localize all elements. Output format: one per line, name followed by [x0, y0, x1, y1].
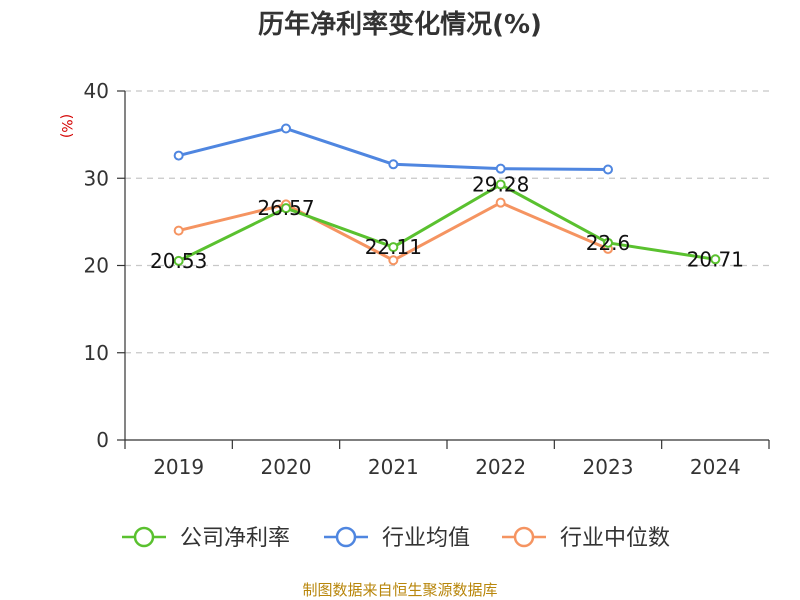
data-label-company-2023: 22.6 — [586, 231, 631, 255]
data-labels: 20.53 26.57 22.11 29.28 22.6 20.71 — [150, 173, 744, 273]
legend-swatch-company-marker — [133, 526, 155, 548]
point-industry-avg-2020[interactable] — [281, 123, 291, 134]
point-industry-avg-2023[interactable] — [603, 164, 613, 175]
x-tick-label-2024: 2024 — [690, 455, 741, 479]
point-industry-avg-2022[interactable] — [495, 163, 506, 174]
legend-swatch-industry-avg-marker — [335, 526, 357, 548]
point-company-2020[interactable] — [281, 203, 291, 214]
y-tick-labels: 0 10 20 30 40 — [84, 79, 109, 452]
legend: 公司净利率 行业均值 行业中位数 — [122, 526, 670, 551]
legend-swatch-industry-median-marker — [513, 526, 535, 548]
point-industry-median-2022[interactable] — [495, 197, 506, 208]
y-tick-label-20: 20 — [84, 254, 109, 278]
legend-item-company[interactable]: 公司净利率 — [122, 526, 290, 551]
y-tick-label-0: 0 — [96, 428, 109, 452]
grid-lines — [125, 90, 769, 354]
legend-label-company: 公司净利率 — [180, 526, 290, 551]
y-tick-label-10: 10 — [84, 341, 109, 365]
data-label-company-2020: 26.57 — [257, 196, 314, 220]
chart-title: 历年净利率变化情况(%) — [258, 9, 542, 40]
point-industry-median-2019[interactable] — [173, 225, 184, 236]
x-tick-label-2020: 2020 — [261, 455, 312, 479]
point-industry-avg-2019[interactable] — [173, 150, 184, 161]
point-industry-median-2021[interactable] — [388, 255, 399, 266]
legend-item-industry-avg[interactable]: 行业均值 — [324, 526, 470, 551]
x-tick-labels: 2019 2020 2021 2022 2023 2024 — [153, 455, 741, 479]
point-company-2023[interactable] — [603, 237, 613, 248]
data-label-company-2021: 22.11 — [365, 235, 422, 259]
x-tick-label-2023: 2023 — [583, 455, 634, 479]
legend-label-industry-avg: 行业均值 — [382, 526, 470, 551]
point-company-2024[interactable] — [710, 254, 721, 265]
x-tick-label-2019: 2019 — [153, 455, 204, 479]
series-line-company — [178, 183, 716, 263]
data-label-company-2024: 20.71 — [687, 247, 744, 271]
point-company-2022[interactable] — [495, 179, 506, 190]
data-label-company-2022: 29.28 — [472, 173, 529, 197]
y-tick-label-30: 30 — [84, 166, 109, 190]
point-company-2021[interactable] — [388, 242, 399, 253]
data-label-company-2019: 20.53 — [150, 249, 207, 273]
y-tick-label-40: 40 — [84, 79, 109, 103]
series-lines — [173, 123, 721, 266]
point-company-2019[interactable] — [173, 255, 184, 266]
legend-item-industry-median[interactable]: 行业中位数 — [502, 526, 670, 551]
data-source-note: 制图数据来自恒生聚源数据库 — [302, 581, 497, 599]
point-industry-avg-2021[interactable] — [388, 159, 399, 170]
legend-label-industry-median: 行业中位数 — [560, 526, 670, 551]
x-tick-label-2021: 2021 — [368, 455, 419, 479]
x-tick-label-2022: 2022 — [475, 455, 526, 479]
axes — [117, 90, 770, 449]
y-axis-unit: (%) — [58, 114, 74, 138]
